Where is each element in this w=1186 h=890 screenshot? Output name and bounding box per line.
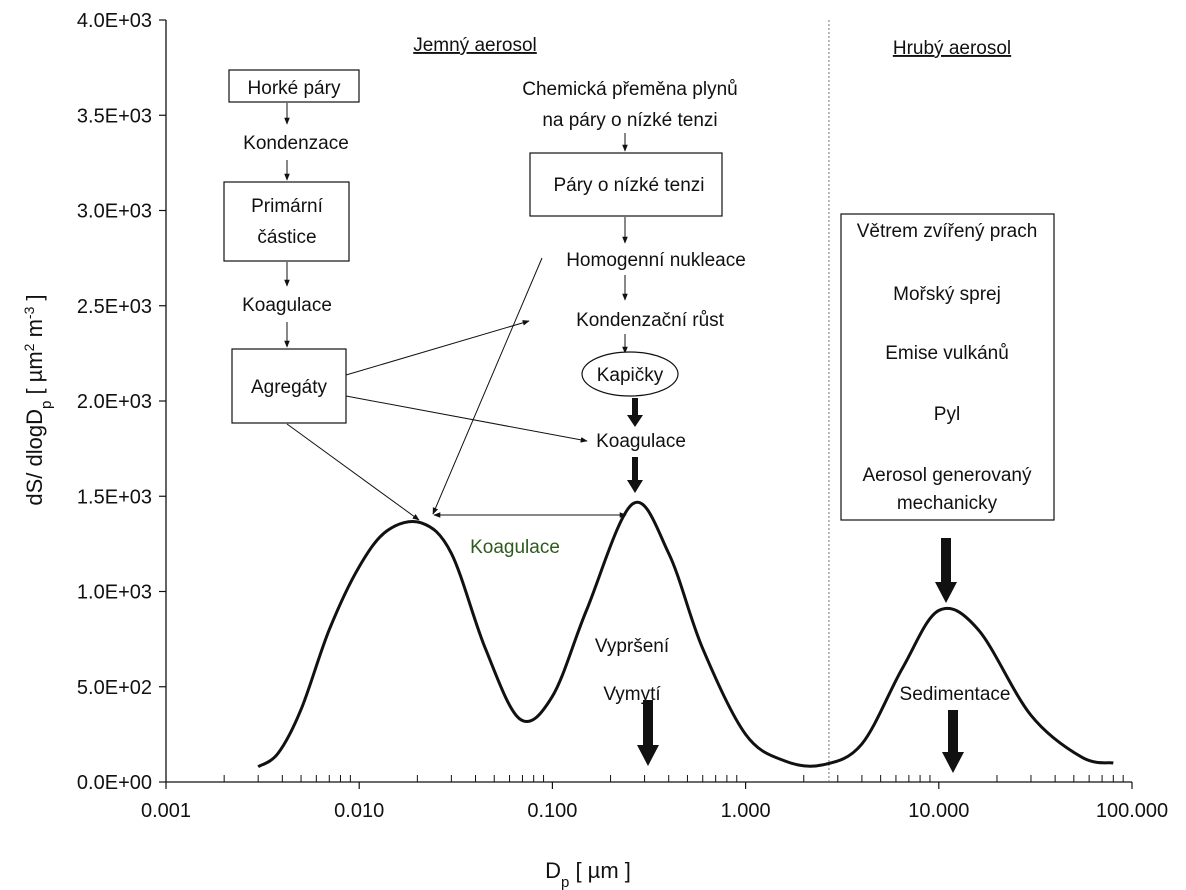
- sedimentation-label: Sedimentace: [900, 684, 1011, 705]
- fine-aerosol-title: Jemný aerosol: [413, 35, 537, 56]
- y-tick-label: 5.0E+02: [77, 677, 152, 699]
- y-tick-label: 0.0E+00: [77, 772, 152, 794]
- size-distribution-curve: [257, 500, 1114, 769]
- aggregates-label: Agregáty: [251, 377, 328, 398]
- x-tick-label: 100.000: [1096, 800, 1168, 822]
- coarse-source-mechanical-1: Aerosol generovaný: [863, 465, 1032, 486]
- coarse-source-sea-spray: Mořský sprej: [893, 284, 1001, 305]
- washout-label: Vymytí: [603, 684, 661, 705]
- x-tick-label: 10.000: [908, 800, 969, 822]
- droplets-label: Kapičky: [597, 365, 664, 386]
- bold-arrow-coagulation-to-peak: [627, 457, 643, 493]
- arrow-aggregates-to-coagulation: [345, 395, 588, 443]
- primary-particles-box: [223, 181, 350, 262]
- homogeneous-nucleation-label: Homogenní nukleace: [566, 250, 746, 271]
- arrow-aggregates-to-first-peak: [286, 423, 420, 521]
- coarse-aerosol-title: Hrubý aerosol: [893, 38, 1011, 59]
- condensation-label: Kondenzace: [243, 133, 349, 154]
- aggregates-box: [231, 348, 347, 424]
- bold-arrow-coarse-sources: [935, 538, 957, 603]
- y-tick-label: 1.0E+03: [77, 582, 152, 604]
- y-tick-label: 3.0E+03: [77, 201, 152, 223]
- chemical-conversion-label-1: Chemická přeměna plynů: [522, 79, 737, 100]
- primary-particles-label-1: Primární: [251, 196, 324, 217]
- coarse-source-pollen: Pyl: [934, 404, 960, 425]
- bold-arrow-sedimentation: [942, 710, 964, 773]
- y-tick-label: 4.0E+03: [77, 10, 152, 32]
- coarse-source-dust: Větrem zvířený prach: [857, 221, 1038, 242]
- droplets-ellipse: [581, 351, 679, 397]
- x-tick-label: 1.000: [721, 800, 771, 822]
- x-tick-label: 0.001: [141, 800, 191, 822]
- hot-vapors-label: Horké páry: [248, 78, 341, 99]
- low-tension-vapors-label: Páry o nízké tenzi: [553, 175, 704, 196]
- bold-arrow-washout: [637, 700, 659, 766]
- y-axis-title: dS/ dlogDp [ µm2 m-3 ]: [21, 294, 55, 505]
- bold-arrow-droplets-to-coagulation: [627, 398, 643, 427]
- y-tick-label: 2.5E+03: [77, 296, 152, 318]
- arrow-nucleation-to-first-peak: [432, 257, 543, 515]
- coarse-sources-box: [840, 213, 1055, 521]
- coagulation-left-label: Koagulace: [242, 295, 332, 316]
- hot-vapors-box: [228, 69, 360, 103]
- coagulation-mid-label: Koagulace: [596, 431, 686, 452]
- coarse-source-mechanical-2: mechanicky: [897, 493, 998, 514]
- coarse-source-volcano: Emise vulkánů: [885, 343, 1009, 364]
- y-tick-label: 3.5E+03: [77, 105, 152, 127]
- y-tick-label: 1.5E+03: [77, 486, 152, 508]
- condensation-growth-label: Kondenzační růst: [576, 310, 725, 331]
- x-tick-label: 0.010: [334, 800, 384, 822]
- low-tension-vapors-box: [529, 152, 723, 217]
- x-tick-label: 0.100: [527, 800, 577, 822]
- y-tick-label: 2.0E+03: [77, 391, 152, 413]
- rainout-label: Vypršení: [595, 636, 670, 657]
- coagulation-between-peaks-label: Koagulace: [470, 537, 560, 558]
- primary-particles-label-2: částice: [257, 227, 316, 248]
- arrow-aggregates-to-growth: [345, 320, 530, 376]
- chemical-conversion-label-2: na páry o nízké tenzi: [542, 110, 717, 131]
- x-axis-title: Dp [ µm ]: [545, 858, 631, 890]
- axes: 0.0E+00 5.0E+02 1.0E+03 1.5E+03 2.0E+03 2.5E+…: [77, 10, 1168, 822]
